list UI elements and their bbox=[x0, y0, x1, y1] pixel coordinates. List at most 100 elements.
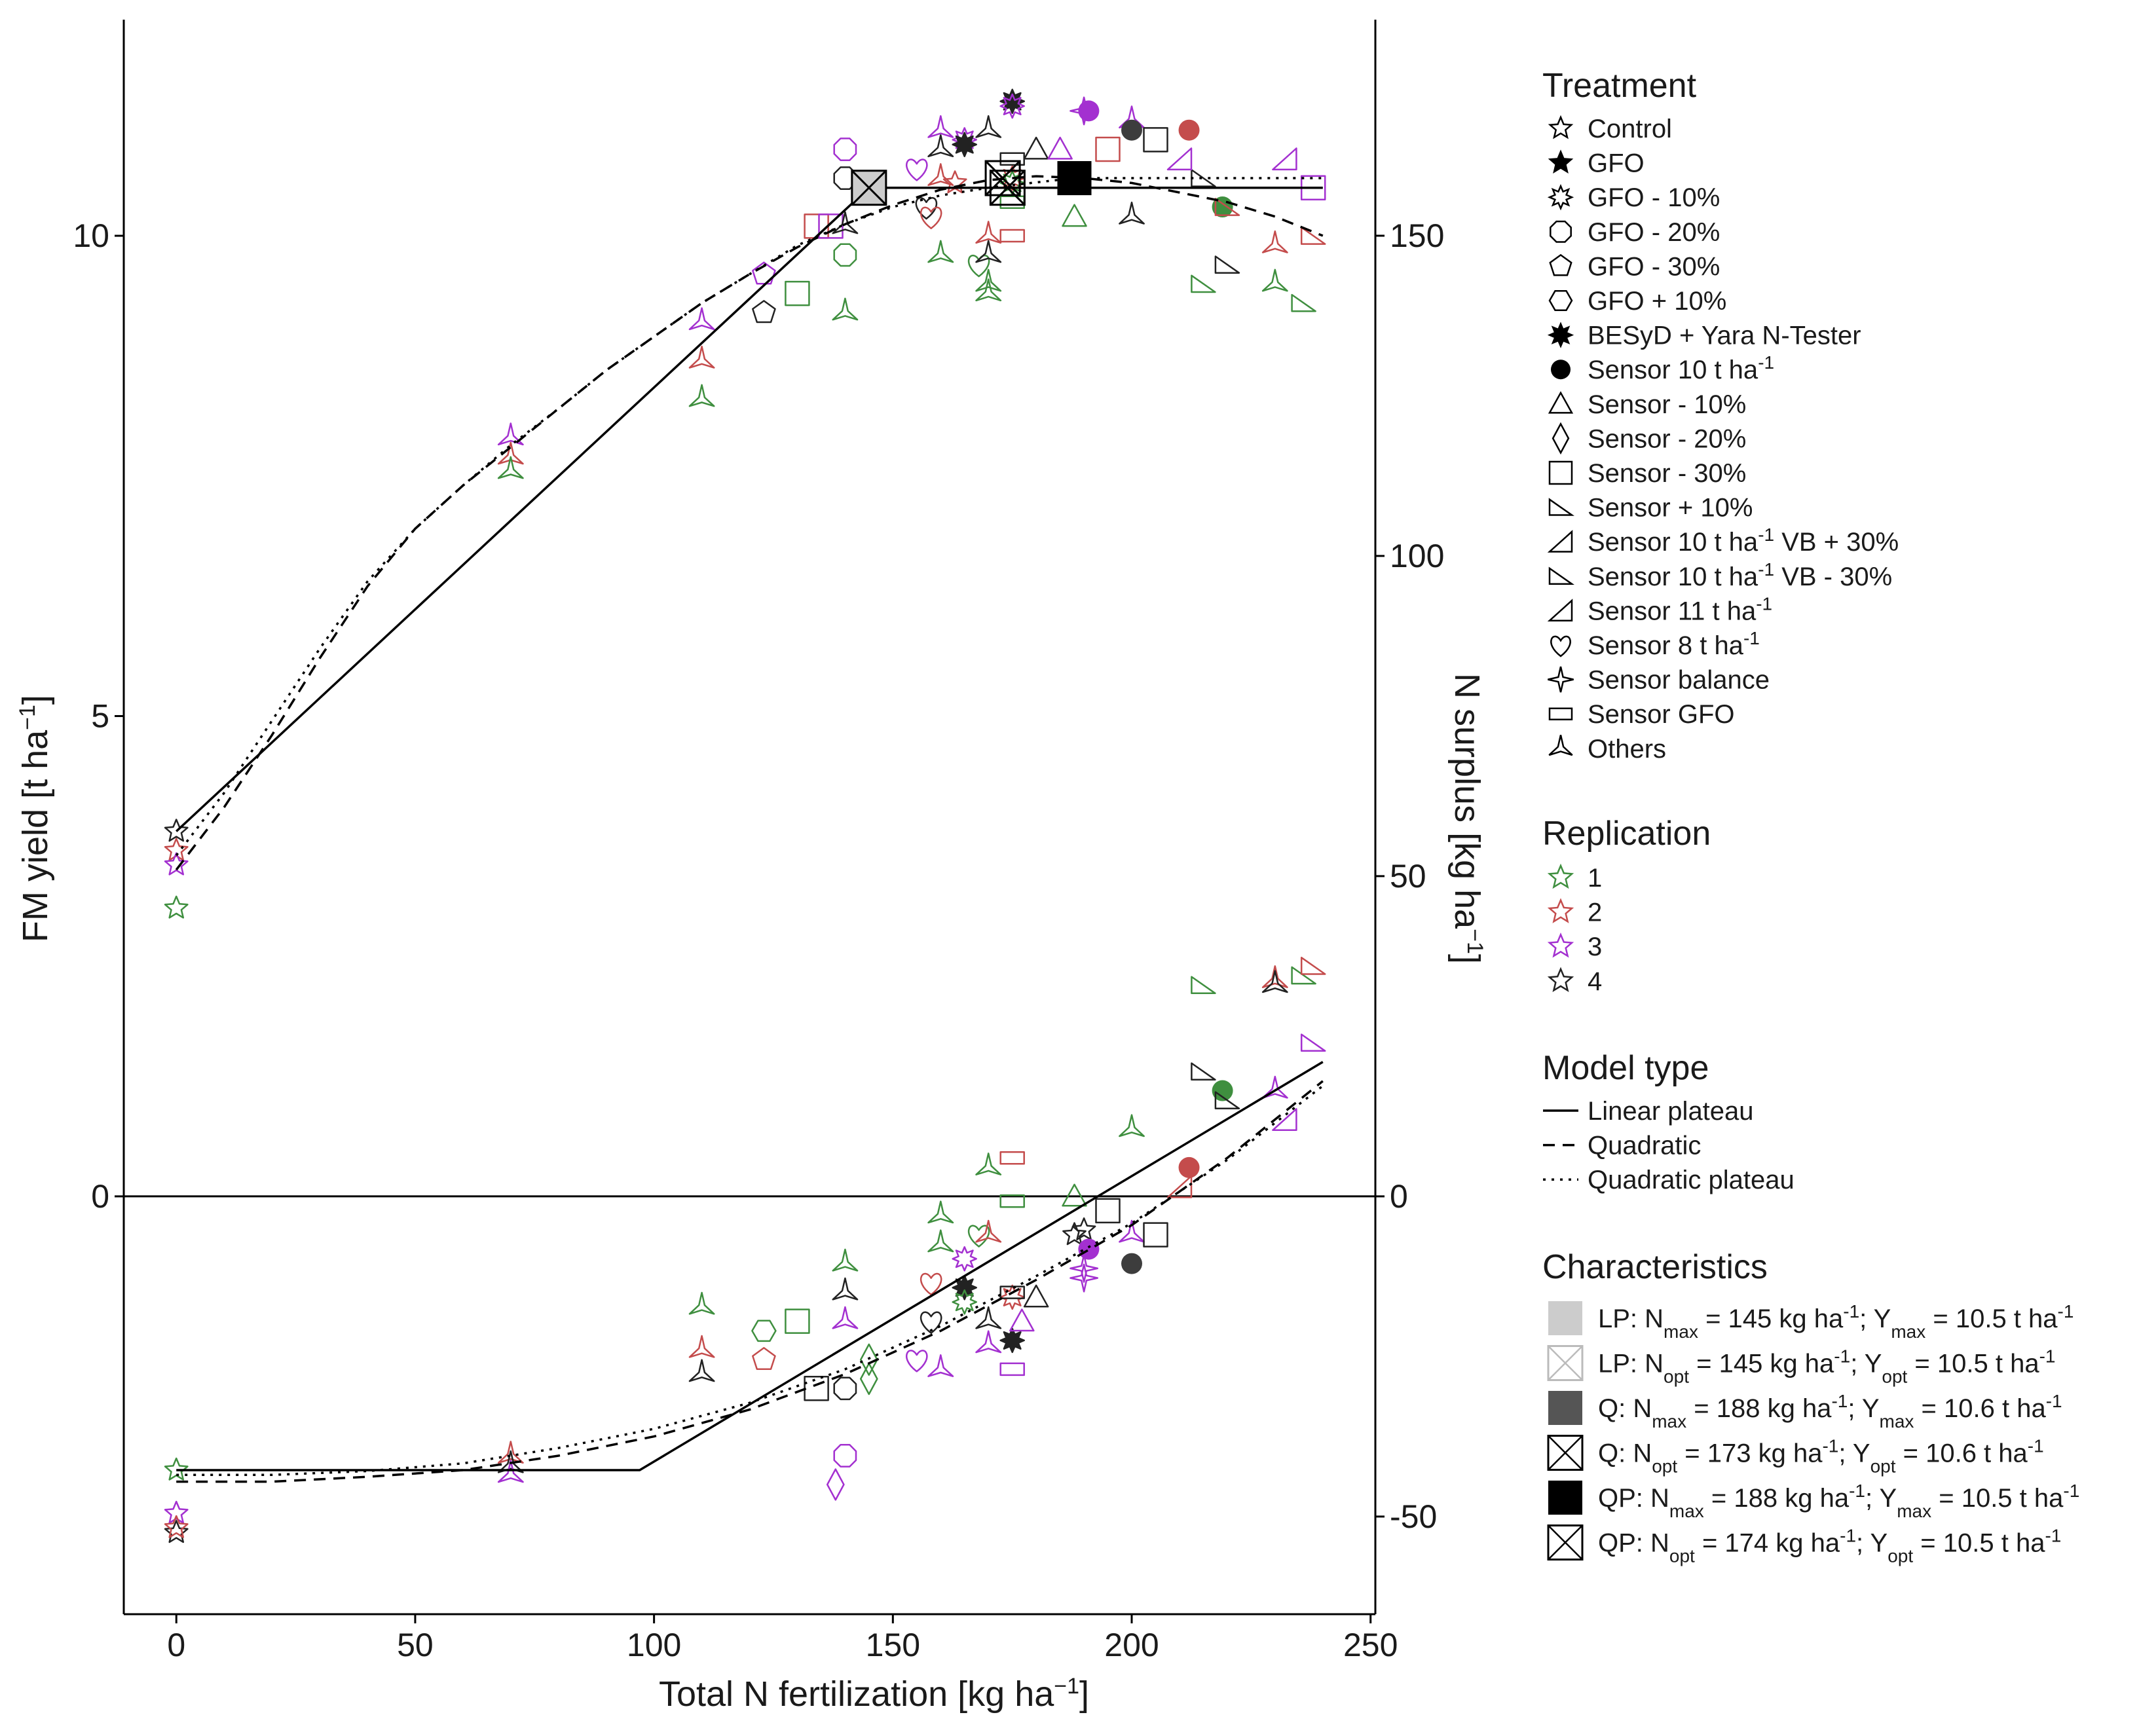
data-point bbox=[999, 1362, 1025, 1376]
char-sep: ; Y bbox=[1838, 1439, 1870, 1468]
data-point bbox=[1300, 175, 1326, 200]
y-axis-title: FM yield [t ha−1] bbox=[15, 695, 55, 942]
y2-axis-unit: [kg ha bbox=[1447, 832, 1487, 929]
data-point bbox=[1261, 268, 1288, 292]
data-point bbox=[975, 278, 1002, 302]
y2-tick-label: -50 bbox=[1390, 1498, 1437, 1535]
replication-star-icon bbox=[1547, 967, 1574, 993]
data-point bbox=[1191, 976, 1216, 995]
plot-area: 0 50 100 150 200 250 0 5 10 150 100 50 0 -50 Total N f… bbox=[15, 20, 1487, 1714]
data-point bbox=[952, 1289, 977, 1315]
model-curve bbox=[176, 1080, 1324, 1483]
data-point bbox=[1121, 1253, 1143, 1274]
y2-axis-title-spacer bbox=[1447, 822, 1487, 832]
hexagram-filled-icon bbox=[1548, 149, 1574, 174]
cross-box-icon-cross bbox=[1548, 1524, 1583, 1561]
data-point bbox=[688, 1291, 715, 1315]
circle-filled-icon bbox=[1551, 360, 1571, 380]
legend-treatment-sup: -1 bbox=[1758, 559, 1774, 579]
x-axis-title: Total N fertilization [kg ha−1] bbox=[659, 1674, 1089, 1714]
legend-treatment-label: Sensor GFO bbox=[1588, 700, 1735, 729]
x-tick-label: 250 bbox=[1343, 1627, 1398, 1663]
char-sub: opt bbox=[1669, 1545, 1695, 1566]
data-point bbox=[1121, 119, 1143, 141]
legend-treatment-text: Sensor 10 t ha bbox=[1588, 563, 1758, 591]
data-point bbox=[906, 158, 928, 181]
data-point bbox=[688, 1335, 715, 1358]
star-outline-icon bbox=[1548, 115, 1574, 139]
data-point bbox=[1272, 147, 1297, 171]
x-axis-title-text: Total N fertilization bbox=[659, 1674, 948, 1714]
char-mid: = 188 kg ha bbox=[1704, 1484, 1850, 1513]
data-point bbox=[967, 1225, 990, 1247]
char-prefix: QP: N bbox=[1598, 1484, 1669, 1513]
data-point bbox=[1023, 136, 1049, 160]
light-cross-box-icon-cross bbox=[1548, 1345, 1583, 1381]
legend-treatment-sup: -1 bbox=[1743, 628, 1760, 648]
x-axis-title-spacer bbox=[948, 1674, 958, 1714]
legend-treatment-text: GFO + 10% bbox=[1588, 287, 1726, 316]
legend-model-label: Linear plateau bbox=[1588, 1097, 1754, 1126]
data-point bbox=[859, 1362, 878, 1395]
char-sup: -1 bbox=[2063, 1481, 2079, 1501]
data-point bbox=[497, 1460, 524, 1483]
model-curve bbox=[175, 177, 1323, 857]
data-point bbox=[1023, 1284, 1049, 1308]
optimum-marker bbox=[989, 170, 1026, 206]
data-point bbox=[1166, 147, 1193, 171]
legend-treatment-label: GFO + 10% bbox=[1588, 287, 1726, 316]
data-point bbox=[1047, 136, 1073, 160]
data-point bbox=[999, 1151, 1025, 1165]
char-sep: ; Y bbox=[1856, 1529, 1888, 1558]
legend-characteristics-label: QP: Nmax = 188 kg ha-1; Ymax = 10.5 t ha… bbox=[1598, 1481, 2079, 1521]
char-sup: -1 bbox=[1840, 1525, 1856, 1545]
char-sub: opt bbox=[1652, 1456, 1677, 1476]
y2-axis-title: N surplus [kg ha−1] bbox=[1447, 673, 1487, 964]
data-point bbox=[832, 1306, 859, 1329]
data-point bbox=[906, 1350, 928, 1373]
legend-treatment-text: Sensor 11 t ha bbox=[1588, 597, 1757, 625]
data-point bbox=[975, 240, 1002, 263]
data-point bbox=[1143, 127, 1168, 153]
data-point bbox=[1119, 1219, 1145, 1243]
data-point bbox=[1070, 1253, 1099, 1283]
data-point bbox=[833, 138, 857, 161]
data-point bbox=[1095, 1198, 1121, 1224]
char-prefix: Q: N bbox=[1598, 1439, 1652, 1468]
diamond-icon bbox=[1552, 422, 1570, 455]
data-point bbox=[1062, 204, 1087, 227]
small-rect-icon bbox=[1548, 707, 1573, 720]
legend-treatment-text: Sensor 10 t ha bbox=[1588, 528, 1758, 557]
legend-treatment-text: Sensor 8 t ha bbox=[1588, 631, 1744, 660]
data-point bbox=[859, 1343, 878, 1376]
char-sub: max bbox=[1652, 1411, 1686, 1431]
data-point bbox=[999, 93, 1025, 119]
data-point bbox=[1300, 957, 1326, 975]
char-end: = 10.5 t ha bbox=[1925, 1304, 2058, 1333]
char-end: = 10.5 t ha bbox=[1913, 1529, 2045, 1558]
legend-treatment-label: GFO - 10% bbox=[1588, 183, 1720, 212]
legend-treatment-text: Sensor + 10% bbox=[1588, 494, 1753, 523]
char-sup: -1 bbox=[1831, 1391, 1848, 1411]
y2-tick-label: 50 bbox=[1390, 858, 1426, 895]
char-sub: opt bbox=[1870, 1456, 1896, 1476]
data-point bbox=[920, 1311, 942, 1334]
x-tick-label: 200 bbox=[1104, 1627, 1159, 1663]
y-axis-unit-close: ] bbox=[16, 695, 55, 705]
data-point bbox=[1300, 227, 1326, 245]
hexagon-icon bbox=[1548, 290, 1573, 311]
y2-axis-unit-close: ] bbox=[1447, 954, 1487, 964]
pentagon-icon bbox=[1549, 253, 1572, 276]
replication-star-icon bbox=[1547, 898, 1574, 923]
legend-characteristics-label: LP: Nopt = 145 kg ha-1; Yopt = 10.5 t ha… bbox=[1598, 1346, 2056, 1386]
data-point bbox=[1214, 255, 1240, 274]
y-axis-title-spacer bbox=[16, 799, 55, 809]
data-point bbox=[164, 1500, 189, 1524]
legend-treatment-label: Sensor - 10% bbox=[1588, 390, 1746, 419]
data-point bbox=[1062, 1183, 1087, 1207]
legend-treatment-label: Sensor 11 t ha-1 bbox=[1588, 593, 1772, 626]
legend-treatment-label: Sensor 10 t ha-1 VB + 30% bbox=[1588, 525, 1899, 557]
data-point bbox=[1178, 119, 1200, 141]
legend-treatment-text: GFO - 20% bbox=[1588, 218, 1720, 247]
y-tick-label: 5 bbox=[91, 697, 109, 734]
